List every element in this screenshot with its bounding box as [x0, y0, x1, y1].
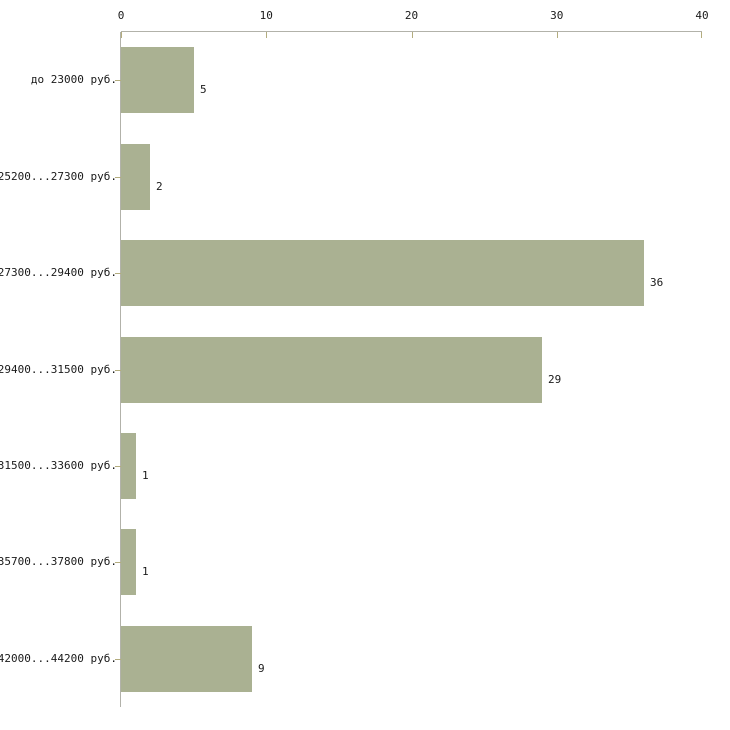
bar[interactable] — [121, 626, 252, 692]
x-axis-tick — [411, 32, 413, 38]
y-axis-tick — [115, 80, 121, 81]
x-axis-tick-label: 20 — [404, 9, 419, 22]
y-axis-category-label: 42000...44200 руб. — [0, 652, 117, 665]
y-axis-tick — [115, 659, 121, 660]
y-axis-tick — [115, 562, 121, 563]
bar[interactable] — [121, 144, 150, 210]
bar[interactable] — [121, 47, 194, 113]
y-axis-category-label: 31500...33600 руб. — [0, 459, 117, 472]
bar-value-label: 1 — [142, 565, 149, 578]
y-axis-line — [120, 32, 121, 707]
y-axis-tick — [115, 273, 121, 274]
x-axis-line — [121, 31, 702, 32]
bar[interactable] — [121, 433, 136, 499]
bar-value-label: 1 — [142, 469, 149, 482]
bar[interactable] — [121, 529, 136, 595]
x-axis-tick-label: 0 — [117, 9, 125, 22]
y-axis-category-label: 27300...29400 руб. — [0, 266, 117, 279]
y-axis-category-label: 35700...37800 руб. — [0, 555, 117, 568]
x-axis-tick — [266, 32, 268, 38]
bar-value-label: 29 — [548, 373, 562, 386]
y-axis-category-label: 29400...31500 руб. — [0, 363, 117, 376]
x-axis-tick — [121, 32, 122, 38]
y-axis-tick — [115, 370, 121, 371]
bar-value-label: 2 — [156, 180, 163, 193]
bar[interactable] — [121, 240, 644, 306]
bar-value-label: 9 — [258, 662, 265, 675]
y-axis-tick — [115, 177, 121, 178]
x-axis-tick-label: 40 — [695, 9, 709, 22]
y-axis-category-label: до 23000 руб. — [30, 73, 117, 86]
bar[interactable] — [121, 337, 542, 403]
y-axis-category-label: 25200...27300 руб. — [0, 170, 117, 183]
bar-value-label: 5 — [200, 83, 207, 96]
x-axis-tick — [556, 32, 558, 38]
bar-value-label: 36 — [650, 276, 664, 289]
x-axis-tick-label: 30 — [550, 9, 564, 22]
x-axis-tick-label: 10 — [259, 9, 273, 22]
x-axis-tick — [701, 32, 702, 38]
y-axis-tick — [115, 466, 121, 467]
